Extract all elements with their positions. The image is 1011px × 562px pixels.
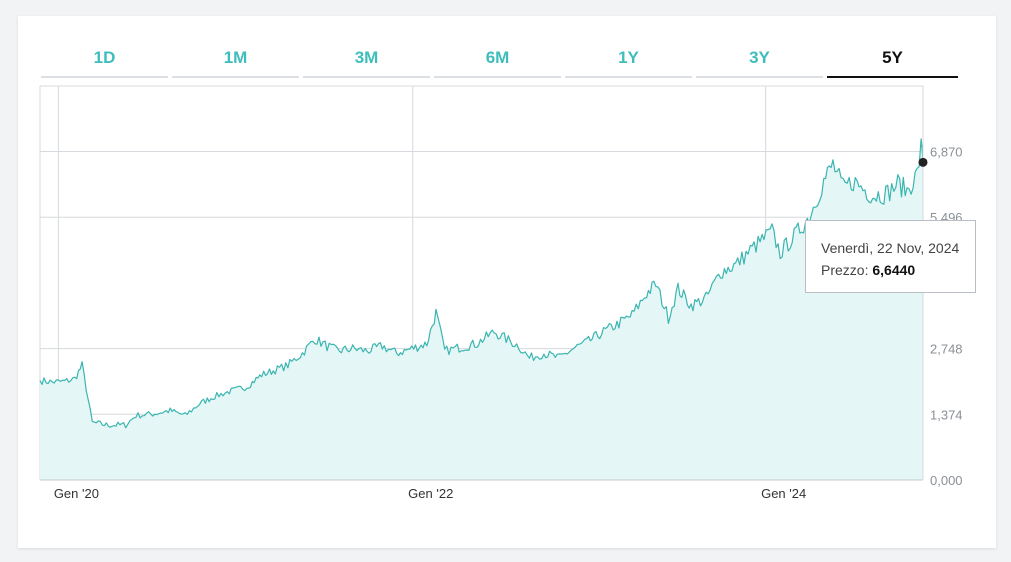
- tab-1y[interactable]: 1Y: [565, 44, 692, 78]
- tab-1m[interactable]: 1M: [172, 44, 299, 78]
- tooltip-price-label: Prezzo:: [821, 262, 869, 278]
- hover-point: [918, 157, 928, 167]
- tab-5y[interactable]: 5Y: [827, 44, 958, 78]
- x-tick-label: Gen '22: [408, 486, 453, 501]
- y-tick-label: 2,748: [930, 342, 963, 357]
- tab-3m[interactable]: 3M: [303, 44, 430, 78]
- tooltip-price-row: Prezzo: 6,6440: [821, 259, 975, 281]
- tab-6m[interactable]: 6M: [434, 44, 561, 78]
- y-tick-label: 6,870: [930, 145, 963, 160]
- timeframe-tabs: 1D 1M 3M 6M 1Y 3Y 5Y: [41, 44, 958, 80]
- tooltip-price-value: 6,6440: [872, 262, 916, 278]
- tooltip-date: Venerdì, 22 Nov, 2024: [821, 240, 960, 256]
- y-tick-label: 0,000: [930, 473, 963, 488]
- x-tick-label: Gen '20: [54, 486, 99, 501]
- tab-1d[interactable]: 1D: [41, 44, 168, 78]
- y-tick-label: 1,374: [930, 407, 963, 422]
- price-tooltip: Venerdì, 22 Nov, 2024 Prezzo: 6,6440: [805, 220, 976, 293]
- price-area: [40, 139, 923, 480]
- x-tick-label: Gen '24: [761, 486, 806, 501]
- price-line: [39, 138, 924, 429]
- tab-3y[interactable]: 3Y: [696, 44, 823, 78]
